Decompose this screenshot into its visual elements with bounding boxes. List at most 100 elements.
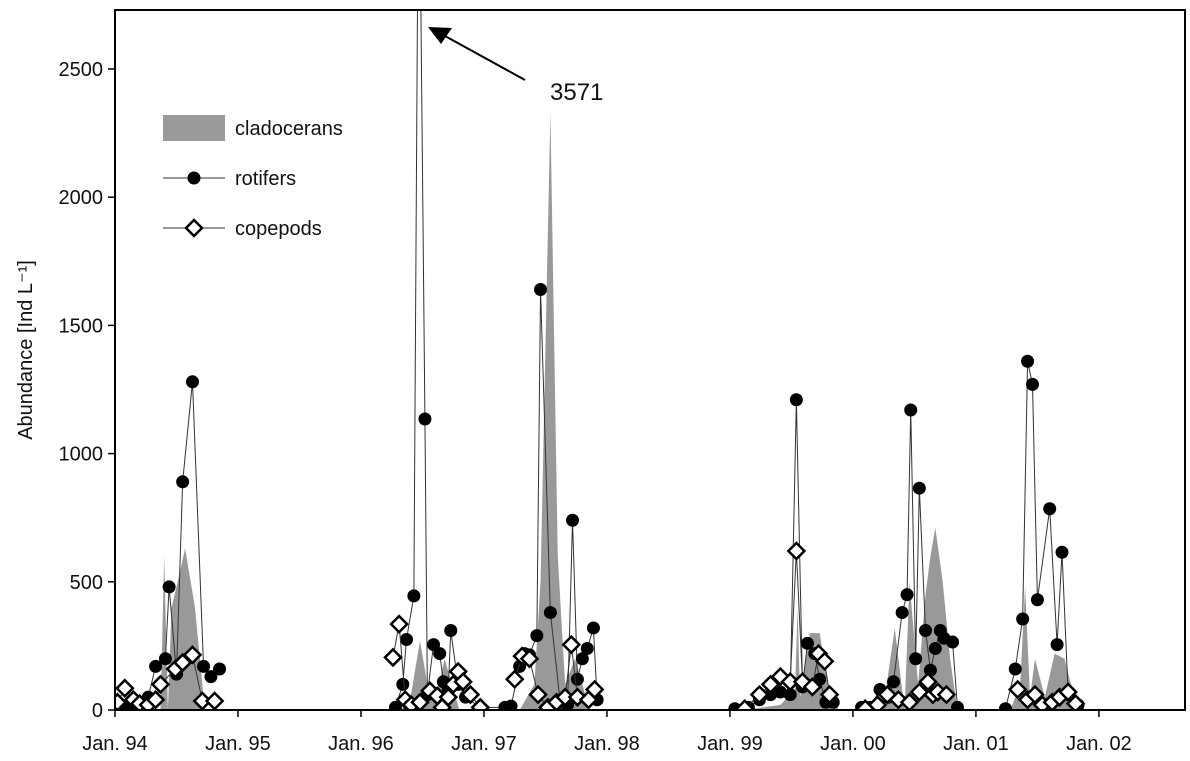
rotifer-marker (444, 624, 458, 638)
rotifer-marker (534, 282, 548, 296)
copepod-marker (749, 684, 770, 705)
copepod-marker (145, 689, 166, 710)
rotifer-marker (895, 606, 909, 620)
y-tick-label: 2000 (59, 187, 104, 209)
annotation-arrow (444, 35, 526, 81)
rotifer-marker (1021, 354, 1035, 368)
rotifer-marker (773, 685, 787, 699)
x-tick-label: Jan. 95 (205, 733, 271, 755)
copepod-marker (182, 645, 203, 665)
rotifer-marker (928, 641, 942, 655)
copepod-marker (1065, 693, 1086, 710)
x-tick-label: Jan. 94 (82, 733, 148, 755)
plot-frame (114, 9, 1186, 711)
rotifer-marker (1043, 502, 1057, 516)
rotifer-marker (407, 589, 421, 603)
copepod-marker (734, 698, 755, 710)
rotifer-marker (162, 580, 176, 594)
rotifer-marker (185, 375, 199, 389)
copepod-marker (115, 678, 135, 698)
copepod-marker (1007, 679, 1028, 700)
legend-marker (184, 218, 204, 238)
copepod-marker (519, 648, 540, 669)
rotifer-marker (418, 412, 432, 426)
legend-label: cladocerans (235, 118, 343, 140)
rotifer-marker (543, 606, 557, 620)
y-tick-label: 1500 (59, 315, 104, 337)
copepod-marker (819, 684, 840, 705)
copepod-marker (899, 692, 920, 710)
rotifer-marker (900, 588, 914, 602)
x-tick-label: Jan. 98 (574, 733, 640, 755)
rotifer-marker (575, 652, 589, 666)
x-tick-label: Jan. 02 (1066, 733, 1132, 755)
rotifer-marker (1055, 545, 1069, 559)
plot-area (115, 10, 1086, 710)
copepod-marker (204, 691, 225, 710)
x-tick-label: Jan. 97 (451, 733, 517, 755)
rotifer-marker (566, 513, 580, 527)
rotifer-marker (1008, 662, 1022, 676)
legend-swatch (163, 115, 225, 141)
copepod-marker (909, 682, 930, 702)
rotifer-marker (904, 403, 918, 417)
legend-marker (187, 171, 201, 185)
copepod-marker (470, 697, 491, 710)
y-tick-label: 500 (70, 572, 103, 594)
rotifer-marker (887, 675, 901, 689)
copepod-marker (389, 614, 409, 634)
rotifer-marker (433, 647, 447, 661)
copepod-marker (383, 647, 403, 668)
rotifer-marker (764, 688, 778, 702)
legend-label: rotifers (235, 168, 296, 190)
legend-label: copepods (235, 218, 322, 240)
y-tick-label: 2500 (59, 59, 104, 81)
copepod-marker (814, 651, 835, 672)
copepod-marker (561, 634, 582, 655)
rotifer-marker (946, 635, 960, 649)
rotifer-marker (204, 670, 218, 684)
rotifer-marker (918, 624, 932, 638)
copepod-marker (1058, 682, 1078, 702)
rotifer-marker (1025, 377, 1039, 391)
copepod-marker (528, 684, 548, 705)
rotifer-marker (530, 629, 544, 643)
rotifer-marker (149, 659, 163, 673)
copepod-marker (936, 684, 957, 705)
rotifer-marker (388, 700, 402, 710)
rotifer-marker (586, 621, 600, 635)
x-tick-label: Jan. 01 (943, 733, 1009, 755)
rotifer-marker (504, 699, 518, 710)
rotifer-marker (158, 652, 172, 666)
x-tick-label: Jan. 96 (328, 733, 394, 755)
rotifer-marker (783, 688, 797, 702)
copepod-marker (115, 692, 128, 710)
x-tick-label: Jan. 99 (697, 733, 763, 755)
rotifer-marker (396, 677, 410, 691)
rotifer-marker (998, 702, 1012, 710)
x-tick-label: Jan. 00 (820, 733, 886, 755)
copepod-marker (453, 672, 473, 692)
rotifer-marker (912, 481, 926, 495)
copepod-marker (150, 674, 171, 695)
rotifer-marker (580, 641, 594, 655)
copepod-marker (410, 692, 430, 710)
rotifer-marker (176, 475, 190, 489)
y-axis-label: Abundance [Ind L⁻¹] (15, 260, 37, 440)
annotation: 3571 (550, 79, 603, 106)
y-tick-label: 0 (92, 700, 103, 722)
rotifer-marker (800, 636, 814, 650)
copepod-marker (584, 679, 605, 700)
y-tick-label: 1000 (59, 444, 104, 466)
rotifer-marker (399, 632, 413, 646)
rotifer-marker (1030, 593, 1044, 607)
area (115, 112, 1086, 710)
rotifer-marker (789, 393, 803, 407)
copepod-marker (504, 669, 525, 689)
annotation-arrowhead (428, 27, 452, 44)
copepod-marker (460, 684, 481, 705)
rotifer-marker (1050, 638, 1064, 652)
rotifer-marker (213, 662, 227, 676)
rotifer-marker (570, 672, 584, 686)
